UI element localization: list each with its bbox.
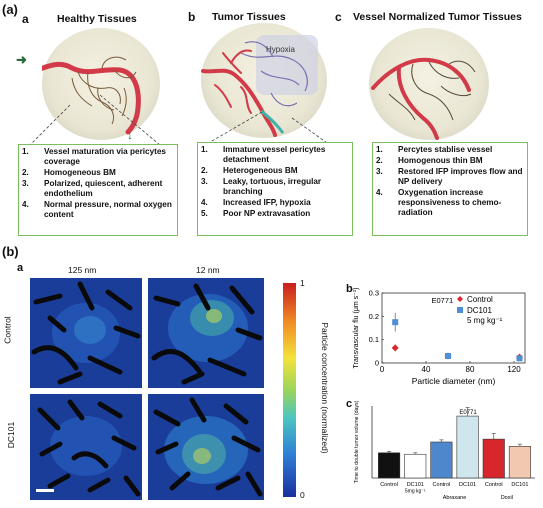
legend-label: Control (467, 295, 493, 304)
bar (430, 441, 453, 479)
legend-marker (457, 296, 463, 302)
panel-b-title: Tumor Tissues (212, 11, 286, 23)
vessel-mask-drawing (151, 283, 263, 385)
bar (456, 415, 479, 479)
vessel-mask-drawing (31, 281, 141, 385)
x-tick-label: 40 (422, 365, 431, 374)
list-item: 3. Polarized, quiescent, adherent endothe… (22, 179, 163, 198)
category-label: Control (380, 482, 398, 488)
panel-c-title: Vessel Normalized Tumor Tissues (353, 11, 522, 23)
list-item: 3. Restored IFP improves flow and NP deli… (376, 167, 523, 186)
colorbar (283, 283, 296, 497)
panel-b-letter: b (188, 10, 196, 24)
panel-a-title: Healthy Tissues (57, 13, 137, 25)
legend-label: DC101 (467, 306, 492, 315)
category-label: DC101 (459, 482, 476, 488)
list-item: 3. Leaky, tortuous, irregular branching (201, 177, 322, 196)
vessel-mask-drawing (153, 397, 263, 497)
y-axis-label: Transvascular flu (μm s⁻¹) (353, 288, 360, 369)
tumor-properties-card: 1. Immature vessel pericytes detachment 2… (197, 142, 353, 236)
col-label-125nm: 125 nm (68, 265, 97, 275)
bar (378, 452, 401, 479)
legend-label-sub: 5 mg kg⁻¹ (467, 316, 503, 325)
chart-title: E0771 (459, 410, 477, 416)
hypoxia-label: Hypoxia (266, 45, 295, 54)
normalized-vessel-drawing (371, 57, 476, 140)
plot-frame (381, 292, 526, 364)
x-tick-label: 0 (380, 365, 385, 374)
x-tick-label: 80 (466, 365, 475, 374)
heatmap-control-12nm (148, 278, 264, 388)
bar (404, 453, 427, 479)
scale-bar (36, 489, 54, 492)
bar (508, 446, 531, 479)
row-label-dc101: DC101 (6, 421, 17, 449)
x-axis-label: Particle diameter (nm) (412, 376, 496, 386)
y-axis-label: Time to double tumor volume (days) (354, 400, 360, 483)
group-label: Doxil (501, 495, 513, 501)
healthy-vessel-drawing (35, 56, 141, 135)
panel-a-letter: a (22, 12, 29, 26)
imaging-panel-letter: a (17, 262, 24, 274)
colorbar-max-label: 1 (300, 278, 305, 288)
tumor-vessel-drawing (201, 35, 318, 137)
outflow-arrow-icon: ↓ (127, 128, 133, 142)
list-item: 4. Increased IFP, hypoxia (201, 198, 311, 207)
y-tick-label: 0.3 (369, 289, 379, 298)
healthy-properties-card: 1. Vessel maturation via pericytes covera… (18, 144, 178, 236)
colorbar-title: Particle concentration (normalized) (320, 322, 330, 454)
bar (482, 438, 505, 479)
scatter-chart: E0771 0 40 80 120 0 0.1 0.2 0.3 Particle diameter… (353, 288, 526, 386)
heatmap-dc101-12nm (148, 394, 264, 500)
list-item: 4. Oxygenation increase responsiveness to… (376, 188, 502, 217)
inflow-arrow-icon: ➜ (16, 52, 27, 67)
category-label: DC101 (511, 482, 528, 488)
scatter-panel-letter: b (346, 283, 353, 295)
col-label-12nm: 12 nm (196, 265, 220, 275)
tumor-tissue-illustration (201, 23, 327, 138)
category-label: DC101 (407, 482, 424, 488)
heatmap-control-125nm (30, 278, 142, 388)
category-label: Control (433, 482, 451, 488)
row-label-control: Control (2, 316, 13, 344)
list-item: 2. Homogenous thin BM (376, 156, 483, 165)
list-item: 2. Heterogeneous BM (201, 166, 298, 175)
category-label: Control (485, 482, 503, 488)
normalized-tissue-illustration (369, 28, 489, 140)
y-tick-label: 0 (375, 359, 379, 368)
bar-chart: Time to double tumor volume (days) E0771 C… (354, 400, 535, 501)
list-item: 4. Normal pressure, normal oxygen content (22, 200, 172, 219)
list-item: 1. Immature vessel pericytes detachment (201, 145, 326, 164)
heatmap-dc101-125nm (30, 394, 142, 500)
normalized-properties-card: 1. Percytes stablise vessel 2. Homogenous … (372, 142, 528, 236)
data-point-dc101 (516, 355, 523, 362)
data-point-control (391, 344, 399, 352)
category-label-sub: 5mg kg⁻¹ (405, 489, 426, 495)
part-b-tag: (b) (2, 244, 19, 259)
list-item: 5. Poor NP extravasation (201, 209, 311, 218)
part-a-tag: (a) (2, 2, 18, 17)
bar-panel-letter: c (346, 398, 353, 410)
legend-marker (457, 307, 463, 313)
x-tick-label: 120 (507, 365, 521, 374)
colorbar-min-label: 0 (300, 490, 305, 500)
data-point-dc101 (445, 353, 451, 359)
y-tick-label: 0.1 (369, 335, 379, 344)
panel-c-letter: c (335, 10, 342, 24)
chart-title: E0771 (432, 296, 454, 305)
list-item: 1. Percytes stablise vessel (376, 145, 493, 154)
list-item: 2. Homogeneous BM (22, 168, 116, 177)
vessel-mask-drawing (37, 399, 141, 497)
group-label: Abraxane (443, 495, 467, 501)
list-item: 1. Vessel maturation via pericytes covera… (22, 147, 166, 166)
healthy-tissue-illustration (35, 28, 160, 140)
y-tick-label: 0.2 (369, 312, 379, 321)
data-point-dc101 (392, 319, 399, 326)
zoom-lines (29, 94, 331, 146)
